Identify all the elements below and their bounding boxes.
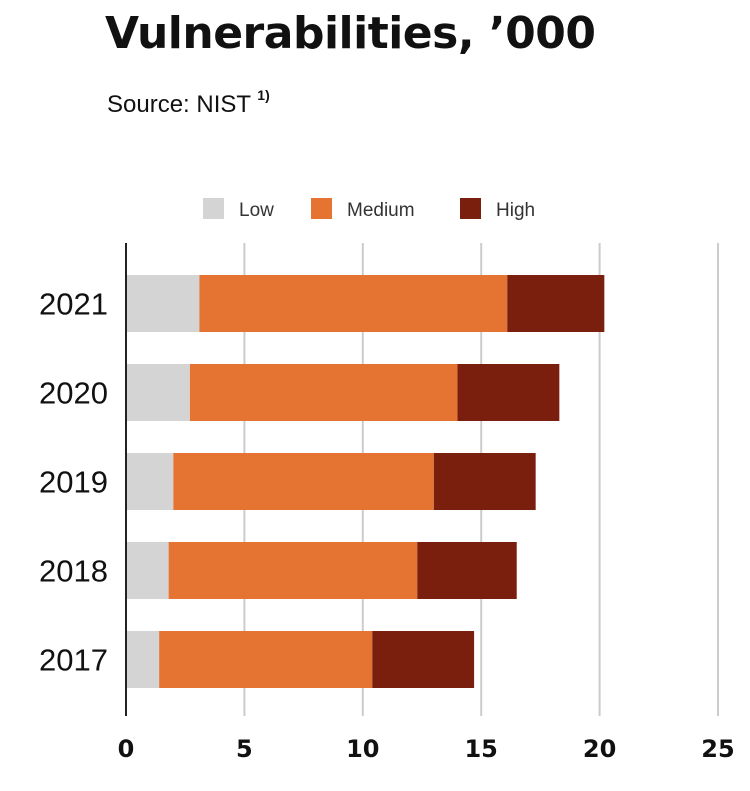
x-tick-label: 0: [118, 735, 135, 763]
y-tick-label: 2019: [39, 465, 108, 500]
legend-label-low: Low: [239, 200, 274, 221]
y-tick-label: 2020: [39, 376, 108, 411]
legend: Low Medium High: [203, 198, 535, 221]
bar-segment-high-2021: [507, 275, 605, 332]
legend-label-medium: Medium: [347, 200, 415, 221]
y-tick-label: 2017: [39, 643, 108, 678]
source-label: Source: NIST: [107, 91, 251, 118]
bar-segment-high-2019: [433, 453, 536, 510]
bar-segment-medium-2019: [173, 453, 434, 510]
x-tick-label: 10: [346, 735, 379, 763]
bar-segment-low-2017: [126, 631, 160, 688]
bar-segment-low-2019: [126, 453, 174, 510]
bars: [126, 275, 605, 688]
bar-segment-medium-2020: [189, 364, 458, 421]
chart-source: Source: NIST 1): [107, 87, 270, 119]
x-tick-label: 20: [583, 735, 616, 763]
bar-segment-high-2018: [417, 542, 517, 599]
bar-segment-low-2018: [126, 542, 169, 599]
y-tick-label: 2021: [39, 287, 108, 322]
source-footnote: 1): [257, 87, 270, 103]
bar-segment-low-2021: [126, 275, 200, 332]
bar-segment-medium-2021: [199, 275, 508, 332]
axis: 0 5 10 15 20 25 2021 2020 2019 2018 2017: [39, 243, 735, 763]
page-title: Vulnerabilities, ’000: [105, 8, 596, 59]
x-tick-label: 5: [236, 735, 253, 763]
legend-swatch-medium: [311, 198, 332, 219]
x-tick-label: 15: [464, 735, 497, 763]
bar-segment-high-2017: [372, 631, 475, 688]
legend-label-high: High: [496, 200, 535, 221]
legend-swatch-high: [460, 198, 481, 219]
x-tick-label: 25: [701, 735, 734, 763]
bar-segment-medium-2018: [168, 542, 418, 599]
bar-segment-high-2020: [457, 364, 560, 421]
y-tick-label: 2018: [39, 554, 108, 589]
legend-swatch-low: [203, 198, 224, 219]
bar-segment-medium-2017: [159, 631, 373, 688]
bar-segment-low-2020: [126, 364, 190, 421]
